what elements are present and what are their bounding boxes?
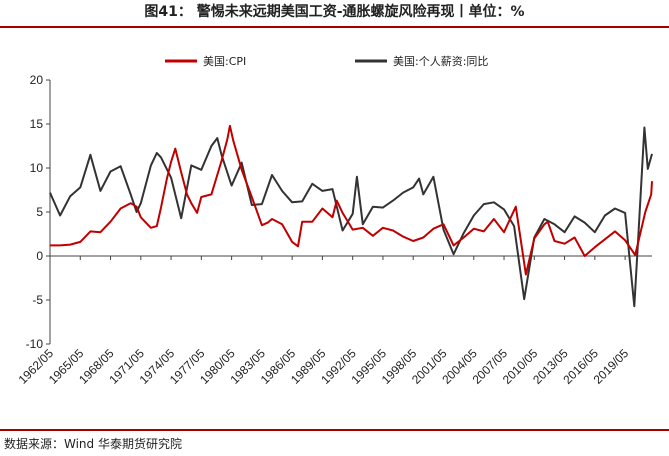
y-tick-label: 0 bbox=[36, 249, 43, 263]
line-chart: -10-5051015201962/051965/051968/051971/0… bbox=[16, 55, 653, 387]
chart-title: 图41： 警惕未来远期美国工资-通胀螺旋风险再现丨单位：% bbox=[144, 4, 525, 20]
y-tick-label: -5 bbox=[32, 293, 43, 307]
source-note: 数据来源：Wind 华泰期货研究院 bbox=[4, 437, 182, 451]
y-tick-label: 5 bbox=[36, 205, 43, 219]
series-layer bbox=[49, 124, 653, 308]
legend-wage-label: 美国:个人薪资:同比 bbox=[393, 55, 488, 68]
y-tick-label: 20 bbox=[30, 73, 44, 87]
axes: -10-5051015201962/051965/051968/051971/0… bbox=[16, 73, 652, 387]
cpi-series-line bbox=[50, 124, 653, 276]
legend: 美国:CPI 美国:个人薪资:同比 bbox=[165, 55, 488, 68]
bottom-rule bbox=[0, 429, 669, 431]
legend-cpi-label: 美国:CPI bbox=[203, 55, 246, 68]
top-rule bbox=[0, 26, 669, 28]
y-tick-label: 10 bbox=[30, 161, 44, 175]
y-tick-label: -10 bbox=[26, 337, 44, 351]
y-tick-label: 15 bbox=[30, 117, 44, 131]
wage-series-line bbox=[49, 126, 653, 308]
